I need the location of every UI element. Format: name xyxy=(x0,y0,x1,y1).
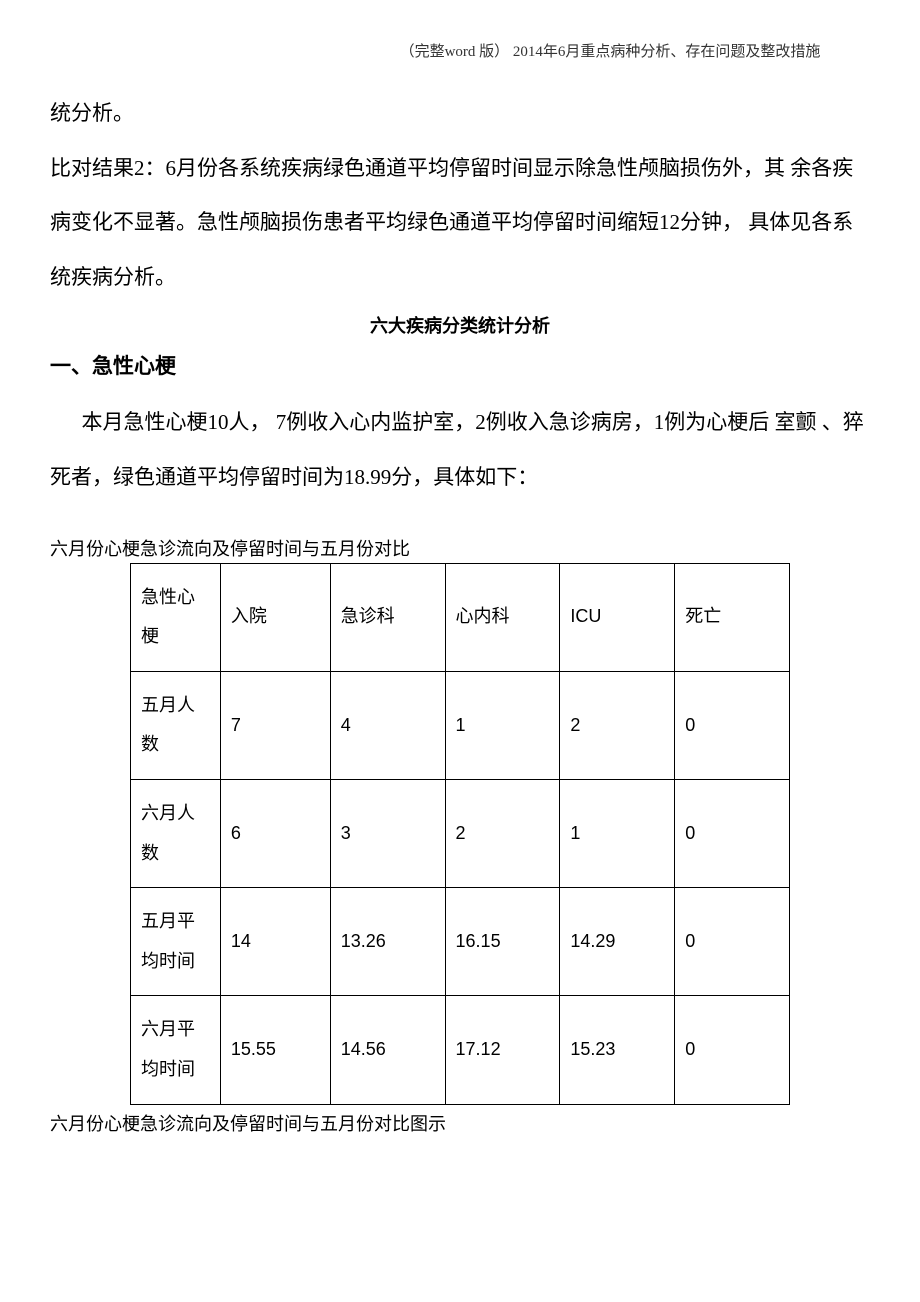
table-cell: 六月平均时间 xyxy=(131,996,221,1104)
table-cell: 7 xyxy=(220,671,330,779)
table-row: 六月人数 6 3 2 1 0 xyxy=(131,779,790,887)
table-cell: 0 xyxy=(675,671,790,779)
table-cell: 14 xyxy=(220,888,330,996)
table-cell: 2 xyxy=(445,779,560,887)
table-cell: 1 xyxy=(560,779,675,887)
table-cell: 2 xyxy=(560,671,675,779)
table-header-cell: 急诊科 xyxy=(330,563,445,671)
section-intro: 本月急性心梗10人， 7例收入心内监护室，2例收入急诊病房，1例为心梗后 室颤 … xyxy=(50,395,870,504)
table-cell: 15.23 xyxy=(560,996,675,1104)
table-row: 五月人数 7 4 1 2 0 xyxy=(131,671,790,779)
paragraph-2: 比对结果2：6月份各系统疾病绿色通道平均停留时间显示除急性颅脑损伤外，其 余各疾… xyxy=(50,141,870,305)
table-cell: 六月人数 xyxy=(131,779,221,887)
table-footer: 六月份心梗急诊流向及停留时间与五月份对比图示 xyxy=(50,1110,870,1136)
data-table: 急性心梗 入院 急诊科 心内科 ICU 死亡 五月人数 7 4 1 2 0 六月… xyxy=(130,563,790,1105)
table-cell: 0 xyxy=(675,779,790,887)
table-cell: 6 xyxy=(220,779,330,887)
table-row: 五月平均时间 14 13.26 16.15 14.29 0 xyxy=(131,888,790,996)
table-caption: 六月份心梗急诊流向及停留时间与五月份对比 xyxy=(50,535,870,561)
table-header-cell: 心内科 xyxy=(445,563,560,671)
table-cell: 14.56 xyxy=(330,996,445,1104)
section-subtitle: 六大疾病分类统计分析 xyxy=(50,312,870,338)
table-cell: 15.55 xyxy=(220,996,330,1104)
table-cell: 16.15 xyxy=(445,888,560,996)
table-cell: 0 xyxy=(675,888,790,996)
paragraph-1: 统分析。 xyxy=(50,86,870,141)
table-header-cell: 急性心梗 xyxy=(131,563,221,671)
table-cell: 17.12 xyxy=(445,996,560,1104)
table-cell: 4 xyxy=(330,671,445,779)
table-cell: 13.26 xyxy=(330,888,445,996)
page-header: （完整word 版） 2014年6月重点病种分析、存在问题及整改措施 xyxy=(50,40,870,61)
table-header-cell: ICU xyxy=(560,563,675,671)
table-cell: 五月平均时间 xyxy=(131,888,221,996)
table-row: 六月平均时间 15.55 14.56 17.12 15.23 0 xyxy=(131,996,790,1104)
table-header-cell: 死亡 xyxy=(675,563,790,671)
table-cell: 1 xyxy=(445,671,560,779)
table-cell: 3 xyxy=(330,779,445,887)
table-header-row: 急性心梗 入院 急诊科 心内科 ICU 死亡 xyxy=(131,563,790,671)
table-header-cell: 入院 xyxy=(220,563,330,671)
table-cell: 0 xyxy=(675,996,790,1104)
table-cell: 14.29 xyxy=(560,888,675,996)
section-heading: 一、急性心梗 xyxy=(50,350,870,380)
table-cell: 五月人数 xyxy=(131,671,221,779)
